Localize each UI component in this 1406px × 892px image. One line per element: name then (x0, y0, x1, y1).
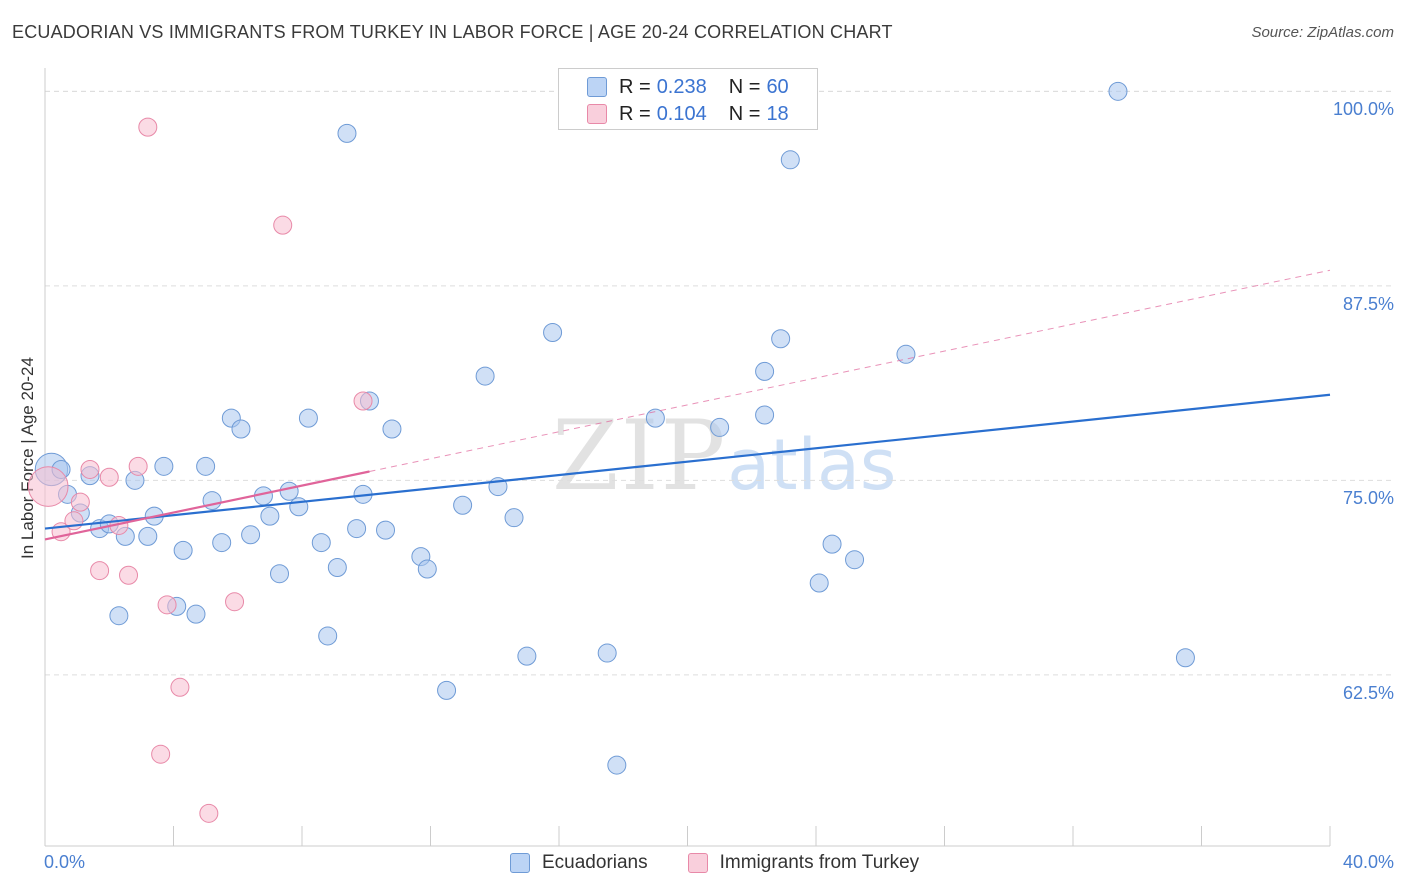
y-tick-label: 87.5% (1342, 293, 1394, 314)
r-value: 0.104 (656, 102, 707, 125)
ecuadorian-point (755, 405, 775, 425)
n-label: N = (728, 75, 761, 98)
ecuadorian-point (173, 540, 193, 560)
ecuadorian-point (186, 604, 206, 624)
r-label: R = (619, 102, 651, 125)
ecuadorian-point (260, 506, 280, 526)
ecuadorian-trend-line (44, 393, 1331, 530)
ecuadorians-legend-swatch (510, 853, 530, 873)
ecuadorian-point (109, 606, 129, 626)
ecuadorian-point (337, 123, 357, 143)
turkey-point (27, 466, 69, 507)
ecuadorian-point (896, 344, 916, 364)
watermark-zip: ZIP (552, 400, 728, 512)
turkey-point (225, 592, 245, 612)
ecuadorian-point (270, 564, 290, 584)
watermark: ZIPatlas (552, 400, 896, 512)
watermark-atlas: atlas (727, 424, 897, 506)
n-value: 18 (766, 102, 789, 125)
ecuadorian-point (517, 646, 537, 666)
ecuadorians-swatch (587, 77, 607, 97)
ecuadorian-point (382, 419, 402, 439)
r-label: R = (619, 75, 651, 98)
turkey-point (151, 744, 171, 764)
turkey-point (80, 459, 100, 479)
n-value: 60 (766, 75, 789, 98)
ecuadorian-point (327, 557, 347, 577)
turkey-point (70, 492, 90, 512)
ecuadorian-point (453, 495, 473, 515)
ecuadorian-point (318, 626, 338, 646)
ecuadorian-point (710, 417, 730, 437)
ecuadorian-point (1108, 81, 1128, 101)
turkey-point (138, 117, 158, 137)
y-tick-label: 100.0% (1332, 99, 1394, 120)
turkey-point (170, 677, 190, 697)
n-label: N = (728, 102, 761, 125)
r-value: 0.238 (656, 75, 707, 98)
ecuadorian-point (504, 508, 524, 528)
ecuadorian-point (475, 366, 495, 386)
ecuadorian-point (298, 408, 318, 428)
ecuadorian-point (543, 323, 563, 343)
ecuadorian-point (755, 361, 775, 381)
turkey-trend-line (44, 470, 370, 541)
ecuadorian-point (780, 150, 800, 170)
turkey-swatch (587, 104, 607, 124)
ecuadorian-point (212, 533, 232, 553)
ecuadorian-point (279, 481, 299, 501)
ecuadorian-point (196, 456, 216, 476)
turkey-point (128, 456, 148, 476)
chart-title: ECUADORIAN VS IMMIGRANTS FROM TURKEY IN … (12, 22, 893, 42)
ecuadorian-point (1175, 648, 1195, 668)
x-tick-label-max: 40.0% (1342, 852, 1394, 872)
stats-legend: R = 0.238 N = 60 R = 0.104 N = 18 (558, 68, 818, 130)
ecuadorian-point (645, 408, 665, 428)
ecuadorian-point (231, 419, 251, 439)
stats-row-turkey: R = 0.104 N = 18 (587, 102, 789, 126)
turkey-point (99, 467, 119, 487)
ecuadorian-point (138, 526, 158, 546)
ecuadorian-point (822, 534, 842, 554)
ecuadorian-point (845, 550, 865, 570)
turkey-trend-extension (369, 269, 1331, 472)
ecuadorian-point (437, 680, 457, 700)
ecuadorian-point (597, 643, 617, 663)
ecuadorian-point (347, 519, 367, 539)
turkey-point (157, 595, 177, 615)
y-tick-label: 75.0% (1342, 488, 1394, 509)
ecuadorian-point (154, 456, 174, 476)
turkey-legend-swatch (687, 853, 708, 873)
ecuadorian-point (311, 533, 331, 553)
stats-row-ecuadorians: R = 0.238 N = 60 (587, 75, 789, 99)
ecuadorian-point (376, 520, 396, 540)
turkey-point (119, 565, 139, 585)
ecuadorian-point (771, 329, 791, 349)
turkey-point (90, 561, 110, 581)
legend-label: Ecuadorians (542, 852, 648, 873)
turkey-point (273, 215, 293, 235)
ecuadorian-point (241, 525, 261, 545)
legend-label: Immigrants from Turkey (719, 852, 920, 873)
turkey-point (353, 391, 373, 411)
ecuadorian-point (809, 573, 829, 593)
ecuadorian-point (417, 559, 437, 579)
series-legend: Ecuadorians Immigrants from Turkey (510, 852, 959, 874)
turkey-point (199, 803, 219, 823)
ecuadorian-point (607, 755, 627, 775)
legend-item-ecuadorians[interactable]: Ecuadorians (510, 852, 648, 874)
y-tick-label: 62.5% (1342, 682, 1394, 703)
x-tick-label-min: 0.0% (44, 852, 86, 872)
chart-source: Source: ZipAtlas.com (1251, 24, 1394, 41)
legend-item-turkey[interactable]: Immigrants from Turkey (687, 852, 920, 874)
